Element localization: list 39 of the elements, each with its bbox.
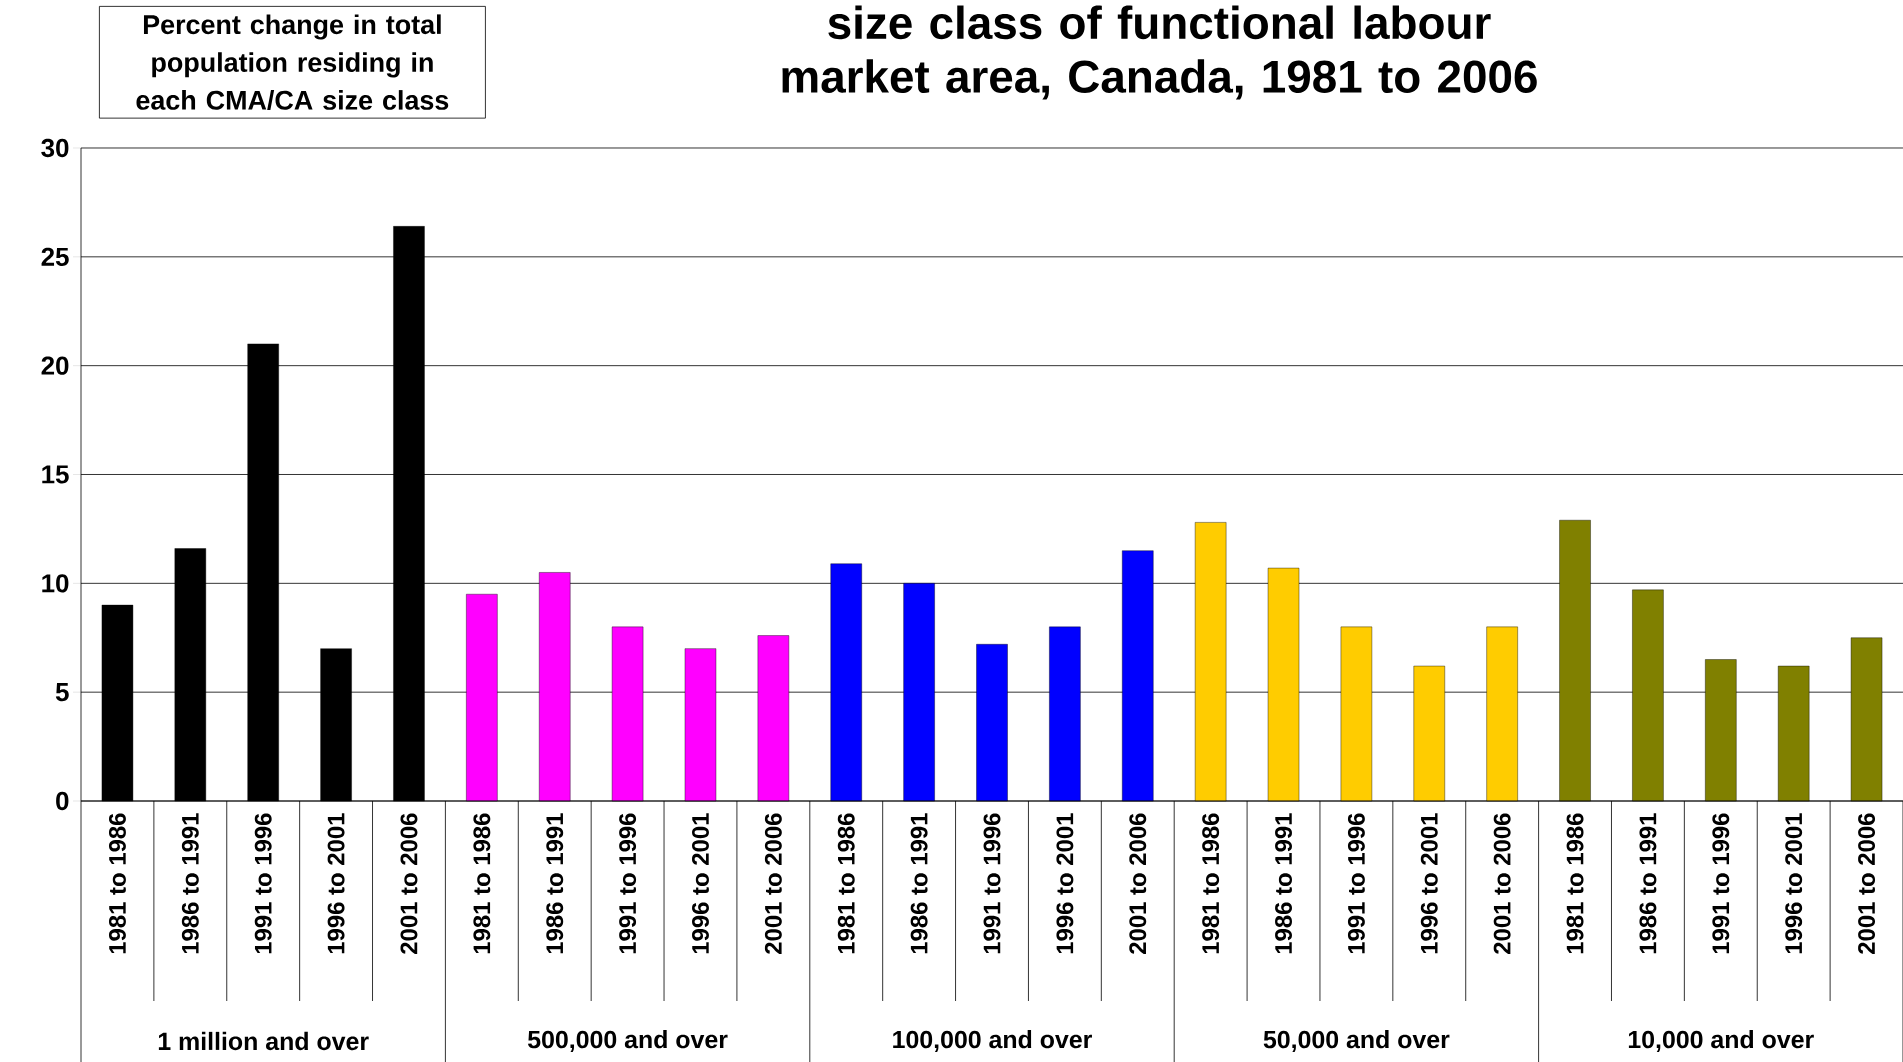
- x-tick-label: 2001 to 2006: [764, 813, 782, 954]
- x-tick-label: 1996 to 2001: [1056, 813, 1074, 954]
- y-tick-label: 15: [42, 465, 69, 484]
- x-tick-label: 1991 to 1996: [983, 813, 1001, 954]
- x-tick-label: 1996 to 2001: [1420, 813, 1438, 954]
- x-tick-label: 1991 to 1996: [619, 813, 637, 954]
- x-tick-label: 1986 to 1991: [1639, 813, 1657, 954]
- x-tick-label: 1986 to 1991: [910, 813, 928, 954]
- x-tick-label: 1981 to 1986: [1566, 813, 1584, 954]
- x-tick-label: 1986 to 1991: [1275, 813, 1292, 954]
- x-tick-label: 1981 to 1986: [1202, 813, 1220, 954]
- y-tick-label: 0: [56, 791, 69, 811]
- x-tick-label: 1996 to 2001: [692, 813, 709, 954]
- x-tick-label: 1991 to 1996: [1712, 813, 1730, 954]
- x-tick-label: 1991 to 1996: [254, 813, 272, 954]
- x-tick-label: 1991 to 1996: [1347, 813, 1365, 954]
- x-tick-label: 1996 to 2001: [1785, 813, 1803, 954]
- text: 1 million and over: [158, 1031, 369, 1051]
- x-tick-label: 1986 to 1991: [546, 813, 564, 954]
- x-tick-label: 2001 to 2006: [1129, 813, 1147, 954]
- y-tick-label: 10: [42, 574, 69, 593]
- x-tick-label: 1981 to 1986: [473, 813, 491, 954]
- text: 500,000 and over: [527, 1030, 728, 1052]
- x-tick-label: 1981 to 1986: [108, 813, 126, 954]
- x-tick-label: 2001 to 2006: [1493, 813, 1511, 954]
- x-tick-label: 2001 to 2006: [400, 813, 418, 954]
- text: 50,000 and over: [1263, 1030, 1450, 1052]
- text: 100,000 and over: [893, 1030, 1092, 1052]
- y-tick-label: 25: [41, 247, 69, 266]
- chart-title: size class of functional labour market area, Canada, 1981 to 2006: [782, 5, 1537, 100]
- x-tick-label: 1981 to 1986: [837, 813, 855, 954]
- y-tick-label: 30: [41, 138, 69, 158]
- text: 10,000 and over: [1628, 1030, 1814, 1052]
- x-tick-label: 1986 to 1991: [181, 813, 199, 954]
- x-tick-label: 2001 to 2006: [1858, 813, 1876, 954]
- x-tick-label: 1996 to 2001: [327, 813, 345, 954]
- y-axis-title: Percent change in total population residing in each CMA/CA size class: [136, 14, 449, 111]
- y-tick-label: 20: [41, 356, 69, 375]
- y-tick-label: 5: [55, 683, 69, 702]
